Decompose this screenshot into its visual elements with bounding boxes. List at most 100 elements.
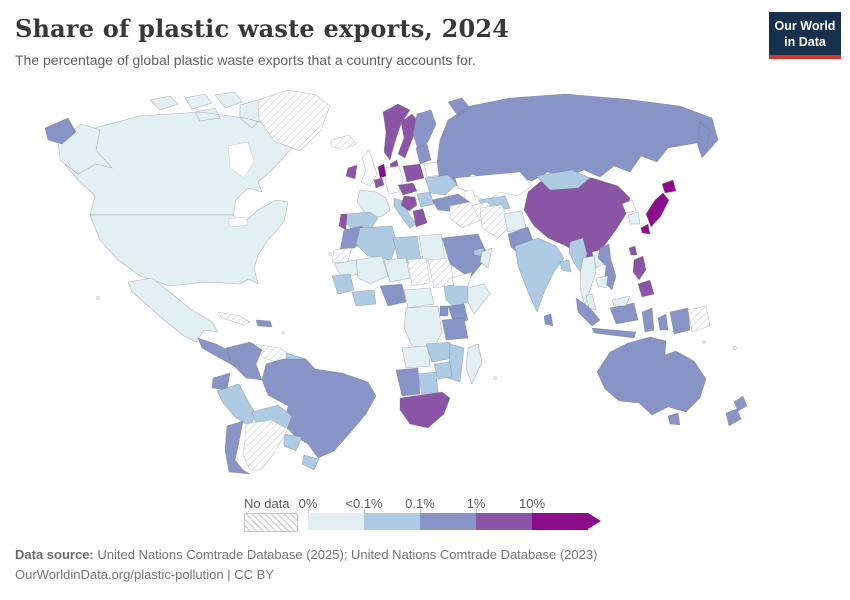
legend-bin-b0[interactable] [308,513,364,530]
country-peru[interactable] [216,383,257,427]
country-saudi-arabia[interactable] [441,233,489,279]
legend-bin-b3[interactable] [476,513,532,530]
country-japan[interactable] [640,179,677,235]
country-czechia-austria[interactable] [397,182,418,196]
legend-tick-label: 1% [466,496,486,511]
island-speck [96,296,100,300]
country-malaysia[interactable] [585,293,631,311]
country-romania-bulgaria[interactable] [416,191,435,208]
country-belarus[interactable] [423,161,440,178]
legend-bin-b4[interactable] [532,513,588,530]
country-philippines[interactable] [632,255,655,298]
data-source-label: Data source: [15,547,94,562]
country-finland[interactable] [412,109,437,151]
country-iceland[interactable] [330,134,357,151]
legend-bin-b2[interactable] [420,513,476,530]
country-mali[interactable] [355,255,389,285]
country-indonesia[interactable] [575,297,669,339]
country-yemen[interactable] [451,271,473,287]
country-russia[interactable] [44,93,719,187]
country-senegal-guinea[interactable] [331,273,355,295]
country-drc[interactable] [403,305,443,349]
legend-no-data-swatch[interactable] [244,513,298,532]
country-uruguay[interactable] [301,454,320,471]
country-sri-lanka[interactable] [543,313,554,327]
country-germany[interactable] [384,165,404,195]
country-north-korea[interactable] [621,199,637,214]
country-angola[interactable] [401,345,431,369]
country-india[interactable] [514,237,565,313]
map-legend: No data 0% <0.1% 0.1% 1% 10% [0,496,850,536]
page-subtitle: The percentage of global plastic waste e… [15,52,476,68]
license-line: OurWorldinData.org/plastic-pollution | C… [15,567,274,582]
country-cameroon-car[interactable] [403,287,435,309]
country-nigeria[interactable] [379,283,407,307]
country-cuba[interactable] [217,311,251,326]
country-south-africa[interactable] [399,391,451,429]
country-syria-iraq[interactable] [449,201,481,229]
hudson-bay [227,141,255,179]
country-south-korea[interactable] [627,211,641,225]
country-new-zealand[interactable] [725,395,748,427]
chart-header: Share of plastic waste exports, 2024 The… [15,14,730,68]
country-ukraine[interactable] [424,174,458,196]
country-zimbabwe[interactable] [433,361,453,380]
country-argentina[interactable] [242,419,289,471]
legend-scale: 0% <0.1% 0.1% 1% 10% [299,496,601,536]
country-united-kingdom[interactable] [360,149,378,187]
country-algeria[interactable] [355,225,398,261]
country-cambodia[interactable] [595,275,609,289]
country-west-new-guinea[interactable] [669,307,691,335]
country-bangladesh[interactable] [559,259,572,273]
country-usa[interactable] [57,123,289,287]
country-france[interactable] [356,189,391,218]
legend-arrow [588,513,601,529]
legend-tick-mark [476,509,477,513]
country-mexico[interactable] [127,277,219,343]
country-botswana[interactable] [417,371,439,395]
legend-tick-label: 10% [518,496,546,511]
country-australia[interactable] [596,336,707,426]
country-baltics[interactable] [415,143,432,165]
country-madagascar[interactable] [465,343,483,385]
legend-tick-mark [532,509,533,513]
country-vietnam[interactable] [597,243,617,291]
country-norway[interactable] [382,103,411,161]
country-oman[interactable] [479,247,493,269]
island-speck [702,340,706,344]
country-canada[interactable] [61,91,293,216]
country-chile[interactable] [224,420,251,475]
country-balkans[interactable] [400,195,418,212]
country-ivory-coast-ghana[interactable] [351,289,377,307]
country-poland[interactable] [402,163,425,183]
legend-tick-label: <0.1% [345,496,383,511]
country-sweden[interactable] [397,113,420,159]
country-belgium[interactable] [373,177,385,189]
country-tanzania[interactable] [441,317,469,341]
country-colombia[interactable] [225,341,263,381]
legend-tick-mark [420,509,421,513]
legend-no-data-label: No data [244,496,290,511]
country-portugal[interactable] [338,213,348,231]
country-egypt[interactable] [418,233,446,262]
island-speck [733,346,737,350]
country-papua-new-guinea[interactable] [687,305,711,333]
country-paraguay[interactable] [283,433,303,452]
country-somalia[interactable] [467,283,491,315]
legend-bin-b1[interactable] [364,513,420,530]
legend-no-data: No data [244,496,298,532]
country-mongolia[interactable] [535,169,591,191]
country-namibia[interactable] [395,367,421,397]
country-ireland[interactable] [345,164,358,180]
country-greece[interactable] [412,208,428,228]
country-chad[interactable] [407,257,431,287]
country-iran[interactable] [479,204,511,239]
country-niger[interactable] [383,257,411,283]
country-netherlands[interactable] [377,163,387,179]
country-taiwan[interactable] [628,245,638,256]
country-hispaniola[interactable] [255,319,273,328]
country-greenland[interactable] [257,89,331,152]
legend-color-bar [308,509,601,530]
data-source-line: Data source: United Nations Comtrade Dat… [15,545,597,565]
country-uganda[interactable] [439,305,449,317]
